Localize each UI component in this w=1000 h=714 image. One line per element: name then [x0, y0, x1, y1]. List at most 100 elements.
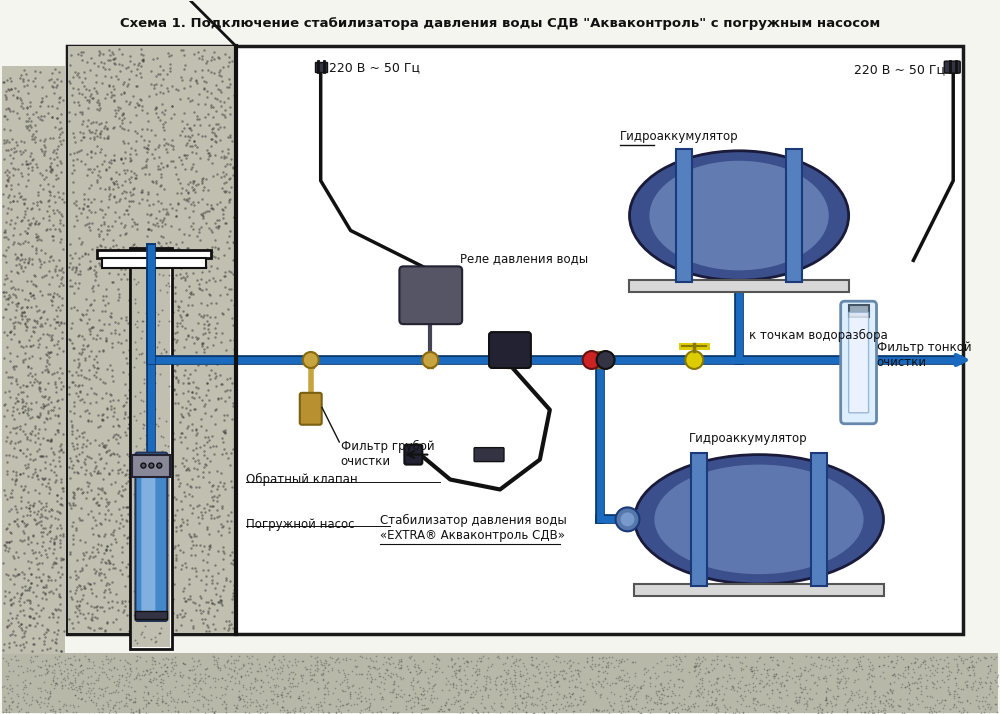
Point — [971, 695, 987, 707]
Point — [351, 692, 367, 703]
Point — [216, 580, 232, 591]
Point — [117, 600, 133, 611]
Point — [23, 341, 39, 352]
Point — [81, 84, 97, 96]
Point — [119, 656, 135, 668]
Point — [11, 258, 27, 270]
Point — [32, 701, 48, 713]
Point — [185, 701, 201, 713]
Point — [10, 388, 26, 400]
Point — [122, 542, 138, 553]
Point — [548, 698, 564, 710]
Point — [7, 422, 23, 433]
Point — [48, 470, 64, 481]
Point — [76, 456, 92, 468]
Point — [19, 663, 35, 674]
Point — [189, 448, 205, 459]
Point — [150, 164, 166, 175]
Point — [44, 329, 60, 341]
Point — [507, 690, 523, 701]
Point — [431, 654, 447, 665]
Point — [103, 154, 119, 166]
Point — [205, 339, 221, 351]
Point — [410, 661, 426, 673]
Point — [118, 62, 134, 74]
Point — [198, 76, 214, 88]
Point — [319, 678, 335, 689]
Point — [334, 677, 350, 688]
Point — [836, 662, 852, 673]
Point — [5, 196, 21, 207]
Point — [785, 705, 801, 714]
Point — [1, 637, 17, 648]
Point — [133, 448, 149, 460]
Point — [107, 215, 123, 226]
Point — [101, 183, 117, 194]
Point — [189, 703, 205, 714]
Point — [787, 695, 803, 707]
Point — [130, 491, 146, 502]
Point — [102, 655, 118, 666]
Point — [556, 655, 572, 666]
Point — [799, 688, 815, 699]
Point — [668, 655, 684, 666]
Point — [179, 193, 195, 205]
Point — [588, 705, 604, 714]
Point — [571, 670, 587, 682]
Point — [132, 625, 148, 636]
Point — [127, 336, 143, 348]
Point — [365, 655, 381, 667]
Point — [86, 82, 102, 94]
Point — [194, 53, 210, 64]
Point — [191, 481, 207, 493]
Point — [68, 366, 84, 378]
Point — [9, 195, 25, 206]
Point — [203, 351, 219, 362]
Point — [543, 680, 559, 691]
Point — [156, 276, 172, 288]
Point — [779, 689, 795, 700]
Point — [850, 673, 866, 685]
Point — [164, 657, 180, 668]
Point — [53, 264, 69, 276]
Point — [140, 456, 156, 468]
Point — [104, 89, 120, 101]
Point — [309, 665, 325, 677]
Point — [112, 654, 128, 665]
Point — [28, 396, 44, 408]
Point — [138, 603, 154, 614]
Point — [126, 375, 142, 386]
Point — [194, 71, 210, 83]
Point — [817, 670, 833, 681]
Point — [79, 476, 95, 488]
Point — [90, 422, 106, 433]
Point — [948, 654, 964, 665]
Point — [220, 61, 236, 72]
Point — [49, 288, 65, 300]
Point — [0, 673, 15, 685]
Point — [123, 693, 139, 704]
Point — [71, 379, 87, 391]
Point — [224, 56, 240, 67]
Point — [558, 668, 574, 679]
Point — [203, 101, 219, 112]
Point — [443, 698, 459, 710]
Point — [74, 109, 90, 120]
Point — [87, 666, 103, 678]
Point — [173, 44, 189, 56]
Point — [87, 274, 103, 286]
Point — [0, 493, 15, 505]
Point — [187, 673, 203, 684]
Point — [113, 337, 129, 348]
Point — [90, 499, 106, 511]
Point — [122, 263, 138, 274]
Point — [496, 665, 512, 676]
Point — [342, 692, 358, 703]
Point — [505, 686, 521, 698]
Point — [0, 326, 12, 338]
Point — [179, 353, 195, 365]
Point — [56, 699, 72, 710]
Point — [955, 655, 971, 667]
Point — [26, 134, 42, 145]
Point — [74, 380, 90, 391]
